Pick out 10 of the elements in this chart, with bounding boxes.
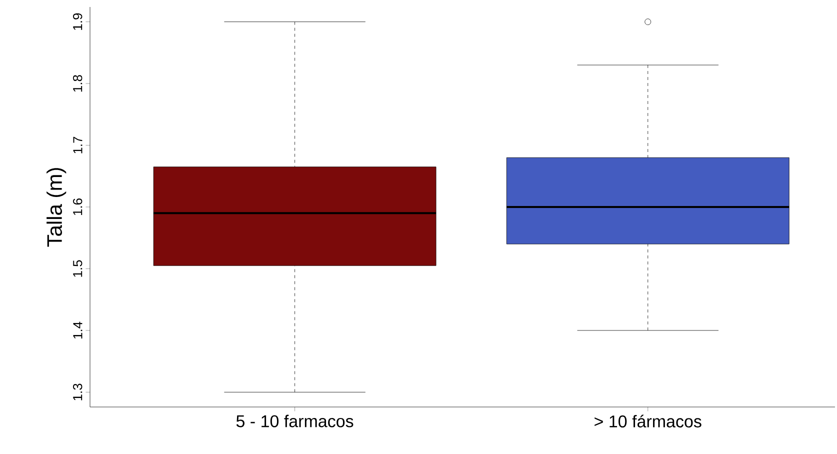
x-tick-label: 5 - 10 farmacos xyxy=(236,414,354,428)
y-tick-label: 1.7 xyxy=(73,136,82,154)
y-tick-label: 1.9 xyxy=(73,13,82,30)
y-tick-label: 1.5 xyxy=(73,260,82,277)
y-tick-label: 1.3 xyxy=(73,384,82,400)
y-axis-title: Talla (m) xyxy=(46,168,66,247)
x-tick-label: > 10 fármacos xyxy=(594,414,702,428)
y-tick-label: 1.6 xyxy=(73,198,82,216)
y-tick-label: 1.4 xyxy=(73,322,82,338)
y-tick-label: 1.8 xyxy=(73,75,82,92)
